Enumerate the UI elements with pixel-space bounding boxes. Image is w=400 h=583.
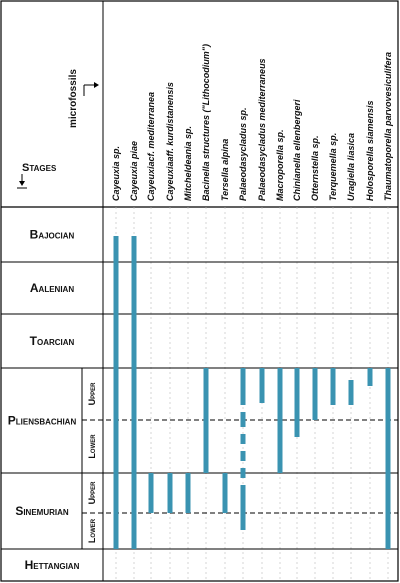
substage-label-upper: Upper [87, 481, 97, 505]
range-bar [240, 434, 246, 444]
stage-label-sinemurian: Sinemurian [15, 504, 69, 518]
stage-label-hettangian: Hettangian [25, 558, 80, 572]
microfossil-labels: Cayeuxia sp. Cayeuxia piae Cayeuxiacf. med… [111, 44, 393, 201]
stages-header-label: Stages [22, 162, 57, 174]
range-bar [348, 380, 354, 405]
range-bar [367, 368, 373, 386]
chart-grid [1, 206, 398, 582]
microfossil-label: Terquemella sp. [328, 133, 338, 201]
microfossil-label: Palaeodasycladus mediterraneus [257, 58, 267, 201]
range-bar [148, 473, 154, 513]
microfossil-label: Macroporella sp. [275, 129, 285, 201]
microfossil-label: Thaumatoporella parvovesiculifera [383, 52, 393, 201]
range-bar [240, 368, 246, 405]
range-bar [203, 368, 209, 473]
microfossil-label: Chinianella ellenbergeri [292, 99, 302, 201]
stage-labels: Bajocian Aalenian Toarcian Pliensbachian Upp… [8, 228, 97, 573]
range-bar [294, 368, 300, 437]
range-bar [312, 368, 318, 420]
range-bar [113, 236, 119, 549]
stage-label-toarcian: Toarcian [30, 334, 75, 348]
range-bar [222, 473, 228, 513]
range-bar [185, 473, 191, 513]
range-bar [240, 468, 246, 478]
substage-label-lower: Lower [87, 518, 97, 543]
range-bar [131, 236, 137, 549]
stage-label-aalenian: Aalenian [30, 281, 74, 295]
microfossil-label: Bacinella structures ("Lithocodium") [201, 44, 211, 201]
range-bars [113, 236, 391, 549]
stages-arrow-icon [17, 174, 27, 189]
range-bar [240, 412, 246, 427]
range-bar [277, 368, 283, 473]
microfossil-label: Cayeuxiaaff. kurdistanensis [165, 82, 175, 201]
substage-label-upper: Upper [87, 382, 97, 406]
range-bar [240, 451, 246, 461]
stage-label-bajocian: Bajocian [30, 228, 75, 242]
stage-label-pliensbachian: Pliensbachian [8, 414, 77, 428]
range-bar [385, 368, 391, 549]
microfossil-label: Cayeuxia sp. [111, 146, 121, 201]
microfossils-axis-label: microfossils [68, 69, 79, 128]
range-bar [330, 368, 336, 405]
microfossil-label: Palaeodasycladus sp. [238, 107, 248, 201]
substage-label-lower: Lower [87, 434, 97, 459]
range-bar [167, 473, 173, 513]
microfossil-label: Otternstella sp. [310, 135, 320, 201]
range-bar [259, 368, 265, 403]
microfossils-arrow-icon [83, 82, 99, 96]
microfossil-label: Cayeuxiacf. mediterranea [146, 92, 156, 201]
microfossil-label: Mitcheldeania sp. [183, 126, 193, 201]
microfossil-label: Tersella alpina [220, 139, 230, 201]
microfossil-label: Cayeuxia piae [129, 141, 139, 201]
microfossil-label: Uragiella liasica [346, 133, 356, 201]
microfossil-label: Holosporella siamensis [365, 100, 375, 201]
range-bar [240, 485, 246, 530]
